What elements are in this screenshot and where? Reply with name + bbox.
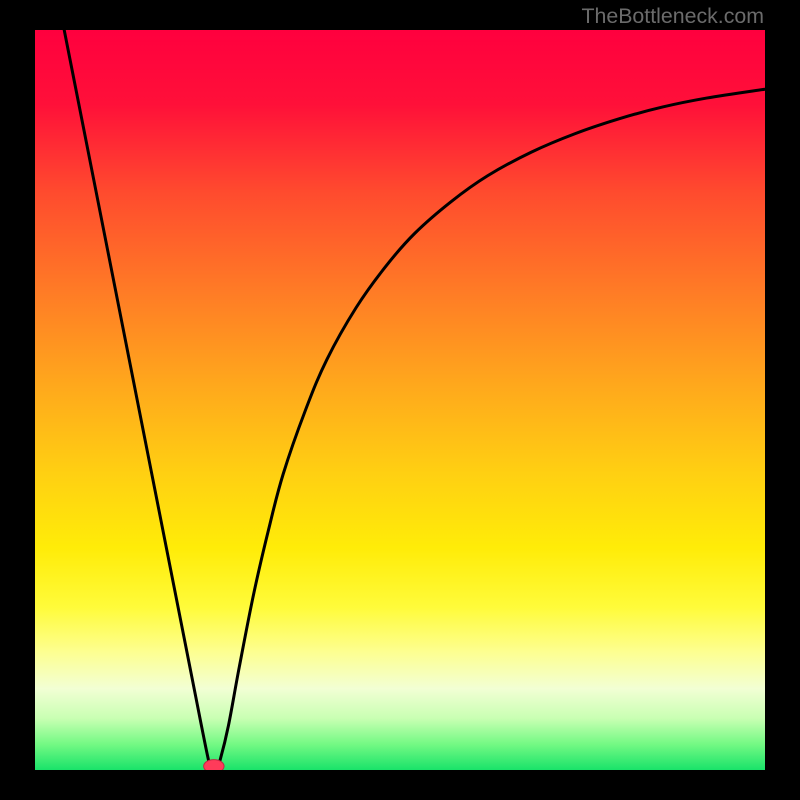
bottleneck-curve-chart <box>0 0 800 800</box>
watermark-text: TheBottleneck.com <box>581 4 764 29</box>
chart-background <box>35 30 765 770</box>
